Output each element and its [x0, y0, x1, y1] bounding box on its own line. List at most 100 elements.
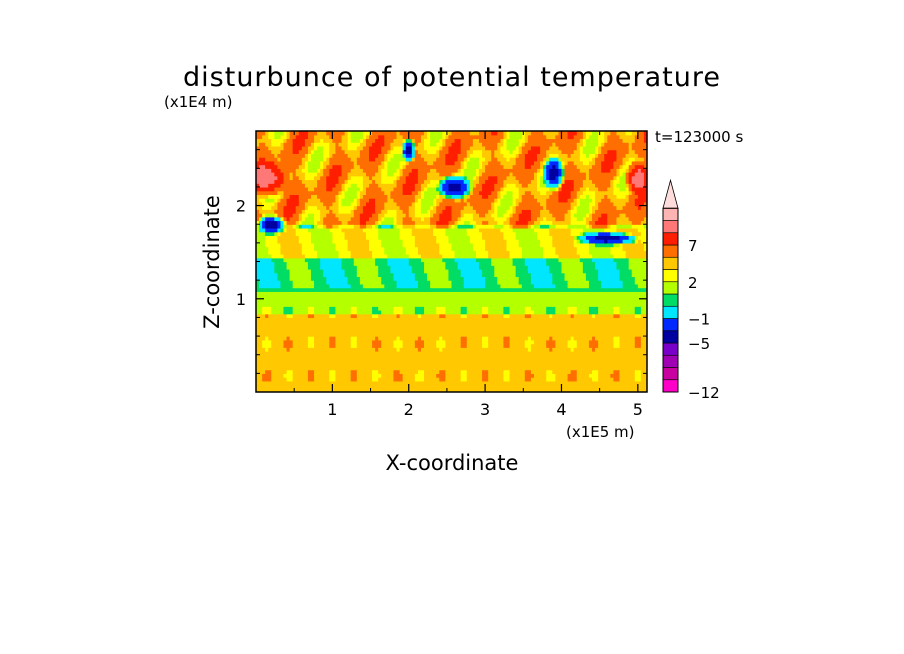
field-cell — [610, 347, 614, 352]
field-cell — [292, 280, 297, 285]
field-cell — [314, 302, 318, 307]
field-cell — [592, 388, 596, 392]
field-cell — [558, 272, 563, 278]
field-cell — [390, 380, 395, 386]
field-cell — [262, 287, 266, 292]
field-cell — [289, 306, 294, 311]
field-cell — [494, 343, 498, 348]
field-cell — [356, 328, 361, 333]
field-cell — [488, 309, 492, 315]
field-cell — [524, 268, 529, 274]
field-cell — [280, 283, 285, 289]
field-cell — [454, 257, 459, 263]
field-cell — [292, 369, 297, 374]
field-cell — [478, 380, 483, 386]
field-cell — [369, 339, 373, 345]
field-cell — [329, 302, 333, 307]
field-cell — [543, 384, 547, 389]
field-cell — [304, 298, 309, 304]
field-cell — [592, 339, 596, 345]
field-cell — [640, 365, 645, 371]
field-cell — [537, 332, 541, 337]
field-cell — [378, 324, 382, 330]
field-cell — [540, 388, 544, 392]
field-cell — [540, 246, 544, 251]
field-cell — [527, 250, 532, 255]
field-cell — [546, 321, 550, 326]
field-cell — [622, 377, 627, 382]
field-cell — [359, 276, 364, 281]
field-cell — [286, 373, 291, 378]
field-cell — [598, 268, 602, 274]
field-cell — [283, 365, 288, 371]
field-cell — [408, 295, 413, 300]
field-cell — [570, 328, 575, 333]
field-cell — [338, 324, 343, 330]
field-cell — [372, 280, 376, 285]
field-cell — [549, 384, 553, 389]
field-cell — [601, 265, 605, 270]
field-cell — [417, 246, 422, 251]
field-cell — [323, 283, 327, 289]
field-cell — [595, 362, 599, 367]
field-cell — [329, 313, 333, 319]
field-cell — [274, 261, 278, 266]
field-cell — [274, 354, 278, 360]
field-cell — [567, 287, 572, 292]
field-cell — [482, 369, 486, 374]
field-cell — [567, 350, 572, 356]
field-cell — [338, 377, 343, 382]
field-cell — [610, 384, 614, 389]
field-cell — [469, 377, 474, 382]
field-cell — [396, 306, 401, 311]
field-cell — [338, 268, 343, 274]
field-cell — [610, 254, 614, 259]
field-cell — [622, 350, 627, 356]
field-cell — [369, 276, 373, 281]
field-cell — [427, 365, 431, 371]
field-cell — [384, 250, 388, 255]
field-cell — [546, 306, 550, 311]
field-cell — [579, 365, 584, 371]
field-cell — [533, 369, 538, 374]
field-cell — [271, 343, 275, 348]
field-cell — [307, 388, 312, 392]
field-cell — [506, 332, 511, 337]
field-cell — [592, 380, 596, 386]
field-cell — [265, 261, 269, 266]
field-cell — [289, 272, 294, 278]
field-cell — [485, 246, 489, 251]
field-cell — [485, 350, 489, 356]
field-cell — [381, 302, 385, 307]
field-cell — [561, 384, 566, 389]
field-cell — [598, 354, 602, 360]
field-cell — [598, 313, 602, 319]
field-cell — [271, 328, 275, 333]
field-cell — [433, 287, 437, 292]
field-cell — [381, 295, 385, 300]
field-cell — [268, 365, 272, 371]
field-cell — [439, 350, 443, 356]
field-cell — [469, 272, 474, 278]
field-cell — [613, 250, 618, 255]
field-cell — [280, 321, 285, 326]
field-cell — [616, 302, 621, 307]
field-cell — [265, 280, 269, 285]
field-cell — [369, 369, 373, 374]
field-cell — [304, 321, 309, 326]
field-cell — [314, 268, 318, 274]
field-cell — [344, 324, 349, 330]
field-cell — [411, 384, 416, 389]
field-cell — [567, 265, 572, 270]
field-cell — [457, 388, 462, 392]
field-cell — [521, 298, 526, 304]
field-cell — [256, 336, 260, 341]
field-cell — [637, 354, 642, 360]
field-cell — [414, 272, 419, 278]
field-cell — [491, 350, 495, 356]
field-cell — [573, 280, 578, 285]
field-cell — [387, 377, 391, 382]
field-cell — [552, 347, 556, 352]
field-cell — [613, 298, 618, 304]
field-cell — [317, 317, 321, 322]
